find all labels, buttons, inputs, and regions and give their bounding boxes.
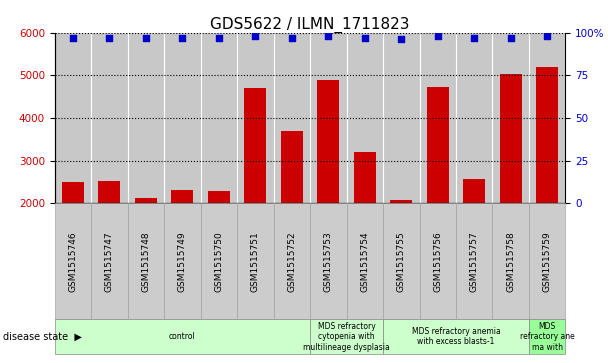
Bar <box>135 198 157 203</box>
Text: disease state  ▶: disease state ▶ <box>3 332 82 342</box>
Point <box>469 35 479 41</box>
Text: GSM1515758: GSM1515758 <box>506 231 515 292</box>
Text: GSM1515755: GSM1515755 <box>397 231 406 292</box>
Bar <box>274 33 310 203</box>
Text: MDS refractory anemia
with excess blasts-1: MDS refractory anemia with excess blasts… <box>412 327 500 346</box>
Bar <box>456 33 492 203</box>
Text: MDS refractory
cytopenia with
multilineage dysplasia: MDS refractory cytopenia with multilinea… <box>303 322 390 352</box>
Bar <box>164 33 201 203</box>
Point <box>542 33 552 39</box>
Point <box>323 33 333 39</box>
Bar <box>128 33 164 203</box>
Text: GSM1515754: GSM1515754 <box>361 231 369 292</box>
Point <box>506 35 516 41</box>
Text: GSM1515756: GSM1515756 <box>434 231 442 292</box>
Bar <box>62 182 84 203</box>
Text: GSM1515748: GSM1515748 <box>142 231 150 292</box>
Point <box>360 35 370 41</box>
Bar <box>420 33 456 203</box>
Text: control: control <box>169 332 196 341</box>
Bar <box>317 81 339 203</box>
Bar <box>91 33 128 203</box>
Bar <box>244 88 266 203</box>
Point <box>214 35 224 41</box>
Text: GSM1515753: GSM1515753 <box>324 231 333 292</box>
Point <box>141 35 151 41</box>
Bar <box>463 179 485 203</box>
Bar <box>492 33 529 203</box>
Text: GSM1515750: GSM1515750 <box>215 231 223 292</box>
Bar <box>208 191 230 203</box>
Title: GDS5622 / ILMN_1711823: GDS5622 / ILMN_1711823 <box>210 16 410 33</box>
Point <box>433 33 443 39</box>
Bar <box>310 33 347 203</box>
Bar <box>354 152 376 203</box>
Bar <box>171 191 193 203</box>
Bar <box>383 33 420 203</box>
Text: MDS
refractory ane
ma with: MDS refractory ane ma with <box>520 322 575 352</box>
Point <box>396 37 406 42</box>
Bar <box>201 33 237 203</box>
Bar <box>529 33 565 203</box>
Point <box>68 35 78 41</box>
Point <box>287 35 297 41</box>
Text: GSM1515749: GSM1515749 <box>178 231 187 292</box>
Text: GSM1515752: GSM1515752 <box>288 231 296 292</box>
Point <box>105 35 114 41</box>
Point <box>250 33 260 39</box>
Bar <box>237 33 274 203</box>
Text: GSM1515759: GSM1515759 <box>543 231 551 292</box>
Bar <box>427 87 449 203</box>
Bar <box>55 33 91 203</box>
Bar <box>390 200 412 203</box>
Bar <box>347 33 383 203</box>
Point <box>178 35 187 41</box>
Text: GSM1515751: GSM1515751 <box>251 231 260 292</box>
Bar <box>536 67 558 203</box>
Text: GSM1515747: GSM1515747 <box>105 231 114 292</box>
Text: GSM1515746: GSM1515746 <box>69 231 77 292</box>
Bar <box>281 131 303 203</box>
Text: GSM1515757: GSM1515757 <box>470 231 478 292</box>
Bar <box>98 181 120 203</box>
Bar <box>500 74 522 203</box>
